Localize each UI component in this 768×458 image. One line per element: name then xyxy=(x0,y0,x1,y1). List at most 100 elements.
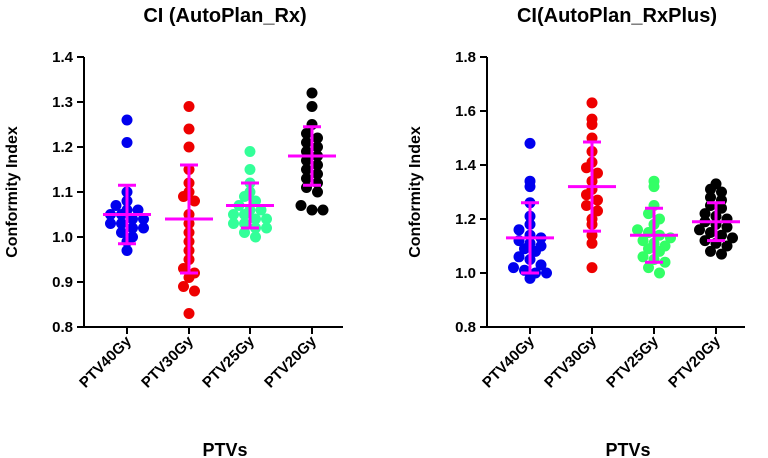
data-point-ptv40gy xyxy=(121,114,133,126)
data-point-ptv20gy xyxy=(312,159,323,171)
data-point-ptv30gy xyxy=(183,308,195,319)
ytick-label: 0.8 xyxy=(455,319,476,336)
chart-left-ylabel: Conformity Index xyxy=(4,126,21,258)
xtick-label-ptv30gy: PTV30Gy xyxy=(541,332,600,391)
ytick-label: 0.8 xyxy=(52,319,73,336)
chart-right-xlabel: PTVs xyxy=(605,440,650,458)
data-point-ptv20gy xyxy=(699,235,711,247)
data-point-ptv30gy xyxy=(586,97,598,109)
data-point-ptv25gy xyxy=(654,245,665,257)
data-point-ptv40gy xyxy=(513,251,525,263)
data-point-ptv40gy xyxy=(105,218,116,229)
data-point-ptv40gy xyxy=(127,222,138,234)
data-point-ptv20gy xyxy=(295,200,307,211)
data-point-ptv40gy xyxy=(121,137,133,148)
data-point-ptv25gy xyxy=(637,235,649,247)
data-point-ptv20gy xyxy=(301,182,312,193)
data-point-ptv25gy xyxy=(654,267,665,279)
data-point-ptv20gy xyxy=(312,186,323,198)
ytick-label: 1.6 xyxy=(455,103,476,120)
data-point-ptv20gy xyxy=(301,128,312,139)
data-point-ptv20gy xyxy=(306,101,318,112)
data-point-ptv20gy xyxy=(716,202,727,214)
data-point-ptv40gy xyxy=(116,227,127,238)
data-point-ptv20gy xyxy=(312,132,323,144)
chart-right-title: CI(AutoPlan_RxPlus) xyxy=(517,5,717,27)
ytick-label: 0.9 xyxy=(52,274,73,291)
data-point-ptv25gy xyxy=(239,209,250,220)
chart-right-categories: PTV40Gy PTV30Gy PTV25Gy PTV20Gy xyxy=(479,327,724,391)
data-point-ptv20gy xyxy=(716,248,727,260)
xtick-label-ptv40gy: PTV40Gy xyxy=(479,332,538,391)
data-point-ptv20gy xyxy=(301,146,312,157)
data-point-ptv30gy xyxy=(183,101,195,112)
ytick-label: 1.8 xyxy=(455,49,476,66)
xtick-label-ptv30gy: PTV30Gy xyxy=(138,332,197,391)
data-point-ptv20gy xyxy=(317,204,329,216)
data-point-ptv30gy xyxy=(189,195,200,207)
data-point-ptv20gy xyxy=(716,229,727,241)
data-point-ptv25gy xyxy=(261,213,272,225)
data-point-ptv30gy xyxy=(592,205,603,217)
data-point-ptv40gy xyxy=(138,222,149,234)
data-point-ptv30gy xyxy=(178,191,189,202)
data-point-ptv25gy xyxy=(643,243,654,255)
data-point-ptv20gy xyxy=(312,141,323,153)
ytick-label: 1.1 xyxy=(52,184,73,201)
data-point-ptv20gy xyxy=(301,155,312,166)
data-point-ptv25gy xyxy=(244,164,256,175)
data-point-ptv30gy xyxy=(586,119,598,130)
data-point-ptv30gy xyxy=(592,167,603,179)
xtick-label-ptv20gy: PTV20Gy xyxy=(665,332,724,391)
data-point-ptv40gy xyxy=(524,137,536,149)
chart-left-marks xyxy=(103,87,336,319)
data-point-ptv25gy xyxy=(228,209,239,220)
data-point-ptv20gy xyxy=(312,168,323,180)
chart-left: CI (AutoPlan_Rx) Conformity Index PTVs 0… xyxy=(4,5,343,458)
data-point-ptv25gy xyxy=(244,146,256,157)
data-point-ptv40gy xyxy=(524,181,536,193)
data-point-ptv20gy xyxy=(694,224,705,236)
data-point-ptv30gy xyxy=(586,237,598,249)
data-point-ptv20gy xyxy=(705,183,716,195)
data-point-ptv25gy xyxy=(250,195,261,207)
data-point-ptv40gy xyxy=(530,245,541,257)
data-point-ptv40gy xyxy=(110,200,122,211)
data-point-ptv30gy xyxy=(183,141,195,153)
ytick-label: 1.3 xyxy=(52,94,73,111)
data-point-ptv20gy xyxy=(721,221,733,233)
data-point-ptv25gy xyxy=(637,251,649,263)
chart-right-axes xyxy=(486,57,745,328)
data-point-ptv40gy xyxy=(121,245,133,256)
data-point-ptv25gy xyxy=(643,262,654,274)
data-point-ptv25gy xyxy=(239,227,250,238)
data-point-ptv30gy xyxy=(581,200,592,211)
data-point-ptv20gy xyxy=(301,173,312,184)
ytick-label: 1.0 xyxy=(52,229,73,246)
data-point-ptv20gy xyxy=(306,87,318,99)
chart-right-yticks: 0.8 1.0 1.2 1.4 1.6 1.8 xyxy=(455,49,487,336)
data-point-ptv30gy xyxy=(592,194,603,206)
data-point-ptv40gy xyxy=(541,267,552,279)
ytick-label: 1.2 xyxy=(455,211,476,228)
data-point-ptv25gy xyxy=(250,213,261,225)
data-point-ptv30gy xyxy=(183,272,195,283)
data-point-ptv20gy xyxy=(301,164,312,175)
chart-right: CI(AutoPlan_RxPlus) Conformity Index PTV… xyxy=(407,5,745,458)
chart-left-title: CI (AutoPlan_Rx) xyxy=(143,5,306,27)
chart-right-ylabel: Conformity Index xyxy=(407,126,424,258)
data-point-ptv25gy xyxy=(261,222,272,234)
data-point-ptv30gy xyxy=(178,263,189,274)
data-point-ptv30gy xyxy=(581,162,592,174)
data-point-ptv20gy xyxy=(705,227,716,238)
data-point-ptv25gy xyxy=(255,204,267,216)
data-point-ptv20gy xyxy=(716,186,727,198)
ytick-label: 1.4 xyxy=(52,49,74,66)
data-point-ptv40gy xyxy=(535,259,547,271)
data-point-ptv20gy xyxy=(705,191,716,203)
data-point-ptv30gy xyxy=(178,281,189,292)
data-point-ptv40gy xyxy=(524,272,536,284)
data-point-ptv40gy xyxy=(138,213,149,225)
data-point-ptv20gy xyxy=(699,208,711,220)
